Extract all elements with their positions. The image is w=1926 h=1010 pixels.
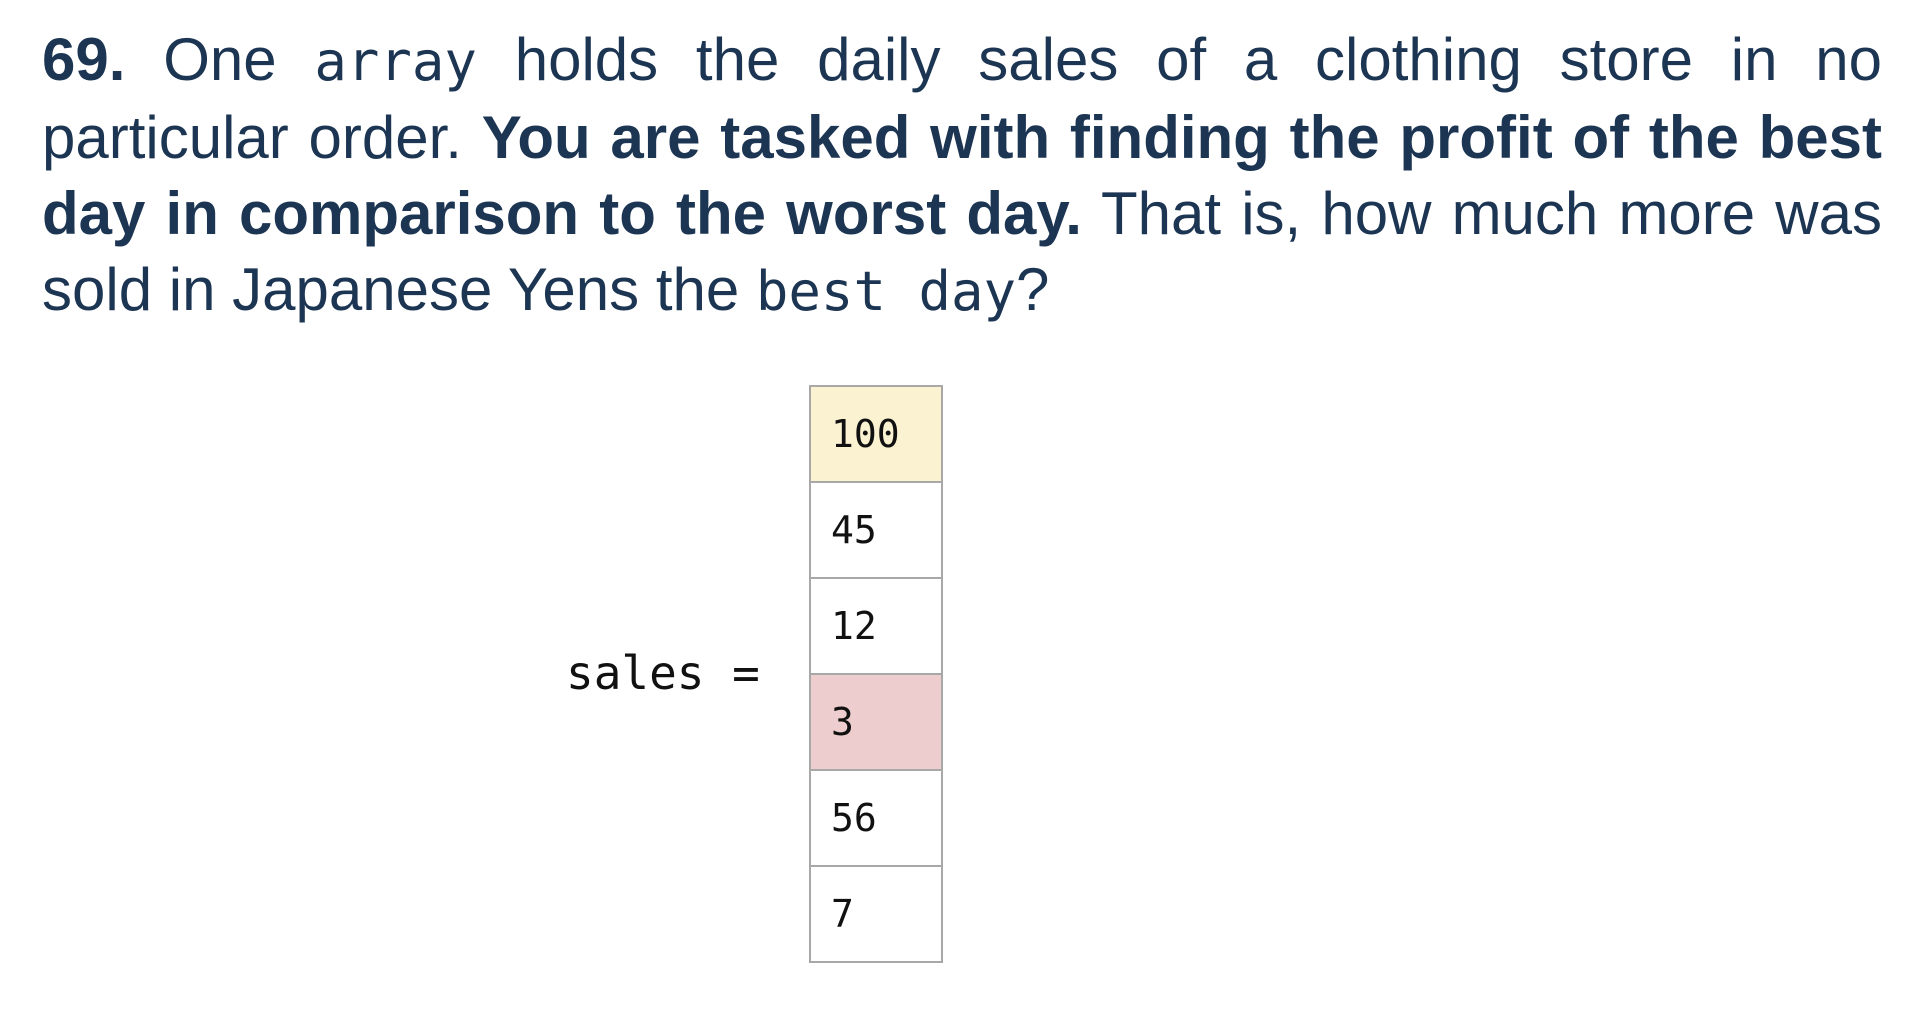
question-text-part-3: That is, how much more was sold in Japan… [42, 180, 1882, 323]
array-cell: 12 [811, 579, 941, 675]
question-text-part-4: ? [1016, 256, 1050, 323]
inline-code-array: array [314, 30, 477, 93]
question-text-part-2: holds the daily sales of a clothing stor… [42, 26, 1882, 171]
array-cell: 45 [811, 483, 941, 579]
question-text: 69. One array holds the daily sales of a… [42, 22, 1882, 330]
question-bold-task: You are tasked with finding the profit o… [42, 104, 1883, 247]
array-cell-min: 3 [811, 675, 941, 771]
question-text-part-1: One [125, 26, 315, 93]
array-cell: 56 [811, 771, 941, 867]
sales-array: 100 45 12 3 56 7 [809, 385, 943, 963]
question-number: 69. [42, 26, 126, 93]
inline-code-best-day: best day [755, 260, 1016, 323]
array-cell-max: 100 [811, 387, 941, 483]
array-variable-label: sales = [566, 646, 760, 700]
array-cell: 7 [811, 867, 941, 963]
